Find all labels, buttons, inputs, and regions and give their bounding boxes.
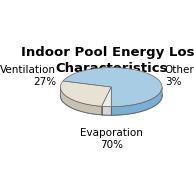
Polygon shape — [102, 87, 111, 107]
Text: Other
3%: Other 3% — [165, 65, 194, 87]
Polygon shape — [102, 106, 111, 115]
Polygon shape — [61, 81, 111, 106]
Polygon shape — [61, 76, 162, 115]
Polygon shape — [61, 87, 102, 115]
Polygon shape — [111, 87, 162, 115]
Text: Indoor Pool Energy Loss
Characteristics: Indoor Pool Energy Loss Characteristics — [21, 46, 194, 75]
Text: Ventilation
27%: Ventilation 27% — [0, 65, 56, 87]
Polygon shape — [63, 68, 162, 107]
Text: Evaporation
70%: Evaporation 70% — [80, 128, 143, 150]
